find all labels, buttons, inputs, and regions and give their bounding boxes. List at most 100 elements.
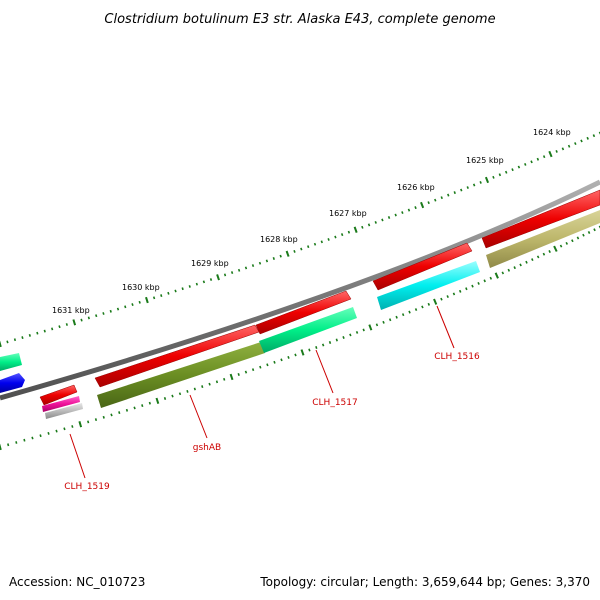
minor-tick (517, 165, 521, 169)
minor-tick (582, 233, 585, 237)
minor-tick (308, 348, 311, 352)
minor-tick (347, 230, 351, 234)
gene-arrow-right[interactable] (481, 189, 600, 249)
minor-tick (21, 336, 24, 340)
minor-tick (160, 294, 163, 298)
minor-tick (375, 323, 379, 327)
minor-tick (178, 392, 182, 396)
gene-arrow-clh1519[interactable] (39, 384, 78, 406)
minor-tick (125, 408, 129, 412)
minor-tick (315, 346, 318, 349)
minor-tick (174, 289, 177, 293)
minor-tick (342, 336, 345, 339)
minor-tick (141, 404, 144, 408)
minor-tick (237, 373, 240, 376)
minor-tick (334, 235, 337, 239)
minor-tick (87, 420, 90, 424)
minor-tick (434, 198, 437, 202)
minor-tick (215, 380, 219, 384)
major-tick (0, 443, 2, 451)
gene-arrow-clh1516[interactable] (372, 242, 473, 291)
minor-tick (209, 278, 213, 281)
minor-tick (483, 279, 486, 283)
minor-tick (251, 264, 255, 268)
kbp-label: 1625 kbp (466, 156, 504, 165)
minor-tick (223, 273, 227, 277)
major-tick (353, 226, 358, 233)
minor-tick (453, 191, 456, 195)
minor-tick (163, 397, 167, 400)
kbp-label: 1624 kbp (533, 128, 571, 137)
minor-tick (458, 289, 462, 293)
major-tick (229, 373, 234, 381)
minor-tick (273, 360, 276, 364)
minor-tick (465, 287, 468, 291)
gene-arrow-clh1517[interactable] (255, 290, 352, 335)
minor-tick (188, 285, 191, 288)
cds-bar-magenta[interactable] (42, 396, 80, 412)
minor-tick (186, 389, 189, 393)
cds-bar-khaki[interactable] (486, 210, 600, 268)
accession-text: Accession: NC_010723 (9, 575, 145, 589)
major-tick (155, 397, 160, 405)
cds-bar-spring[interactable] (259, 307, 357, 353)
minor-tick (466, 186, 469, 189)
leader-line-clh1517 (315, 349, 334, 394)
minor-tick (513, 266, 516, 270)
minor-tick (95, 314, 98, 318)
cds-bar-blue-left[interactable] (0, 373, 25, 393)
minor-tick (421, 305, 424, 309)
minor-tick (542, 252, 546, 256)
minor-tick (328, 341, 332, 344)
major-tick (368, 324, 373, 331)
minor-tick (280, 358, 283, 362)
minor-tick (109, 309, 112, 313)
minor-tick (408, 310, 411, 314)
minor-tick (94, 418, 98, 422)
kbp-label: 1630 kbp (122, 283, 160, 292)
cds-bar-gray[interactable] (45, 403, 83, 419)
minor-tick (580, 139, 583, 143)
minor-tick (440, 196, 443, 200)
minor-tick (244, 266, 248, 270)
cds-bar-spring-left[interactable] (0, 353, 22, 371)
minor-tick (258, 261, 262, 265)
major-tick (300, 349, 305, 356)
map-title: Clostridium botulinum E3 str. Alaska E43… (104, 12, 495, 27)
minor-tick (511, 168, 514, 172)
leader-line-gshab (189, 394, 208, 439)
minor-tick (555, 150, 558, 153)
minor-tick (498, 173, 502, 177)
minor-tick (102, 312, 105, 315)
cds-bar-olive[interactable] (97, 342, 265, 408)
minor-tick (492, 175, 495, 179)
minor-tick (460, 188, 463, 192)
major-tick (494, 272, 499, 279)
major-tick (484, 176, 490, 184)
minor-tick (574, 142, 577, 146)
minor-tick (471, 284, 474, 288)
minor-tick (349, 333, 352, 337)
gene-label-clh1519: CLH_1519 (64, 482, 110, 492)
minor-tick (407, 208, 411, 212)
minor-tick (28, 333, 31, 337)
major-tick (0, 340, 2, 348)
minor-tick (355, 331, 359, 334)
minor-tick (367, 223, 371, 227)
cds-bar-cyan[interactable] (377, 261, 480, 310)
minor-tick (401, 211, 404, 214)
minor-tick (587, 231, 591, 234)
minor-tick (47, 431, 50, 435)
minor-tick (133, 406, 136, 410)
kbp-label: 1629 kbp (191, 259, 229, 268)
major-tick (216, 274, 220, 281)
minor-tick (195, 282, 198, 286)
minor-tick (15, 441, 18, 444)
gene-label-clh1516: CLH_1516 (434, 352, 480, 362)
major-tick (548, 150, 553, 158)
minor-tick (118, 411, 121, 415)
major-tick (145, 296, 149, 304)
minor-tick (201, 385, 204, 389)
gene-label-gshab: gshAB (193, 443, 221, 453)
